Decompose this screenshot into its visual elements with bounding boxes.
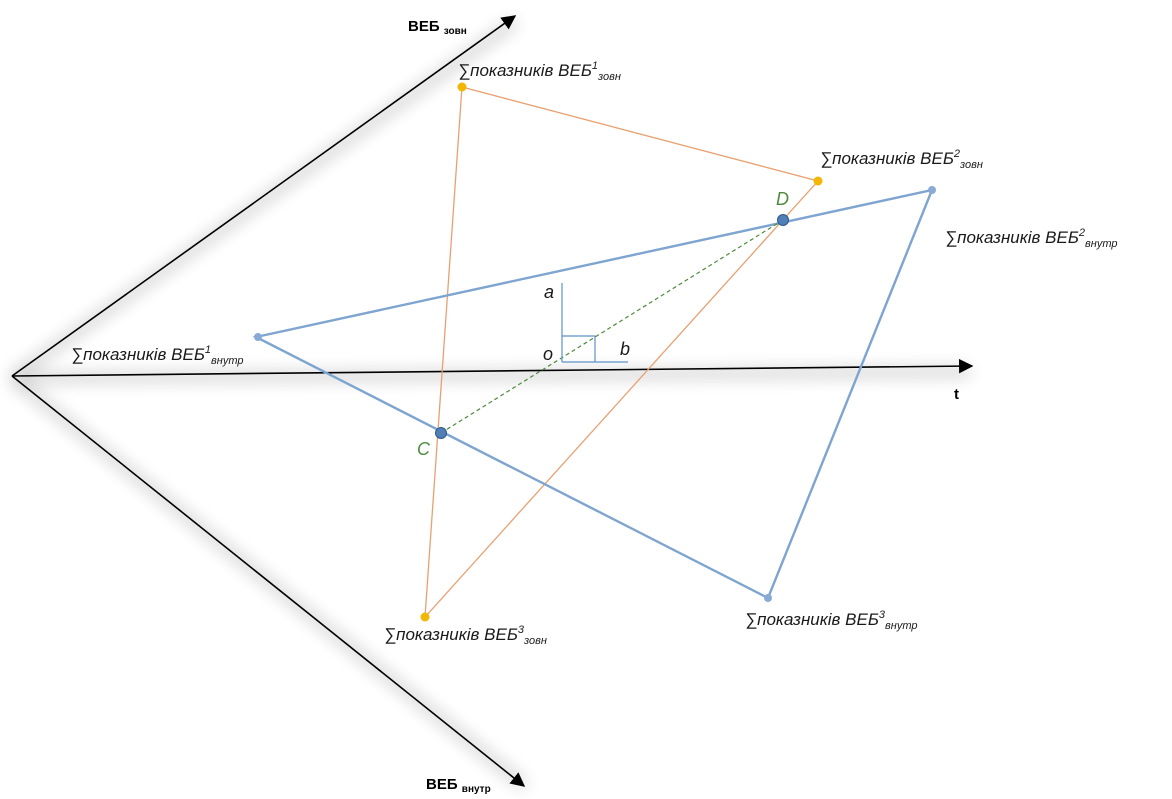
ext-triangle — [424, 86, 820, 619]
intersection-d-label: D — [776, 189, 789, 209]
int-point-3 — [764, 594, 772, 602]
ext-point-3-label: ∑показників ВЕБ3зовн — [384, 624, 547, 647]
int-triangle — [252, 188, 934, 600]
ext-point-1-label: ∑показників ВЕБ1зовн — [458, 60, 621, 83]
int-point-1-label: ∑показників ВЕБ1внутр — [71, 344, 243, 367]
int-point-3-label: ∑показників ВЕБ3внутр — [745, 609, 917, 632]
int-point-1 — [254, 333, 262, 341]
int-point-2-label: ∑показників ВЕБ2внутр — [945, 227, 1117, 250]
axis-int-label: ВЕБ внутр — [426, 776, 491, 795]
origin-o-label: o — [543, 344, 553, 364]
vector-b-label: b — [620, 339, 630, 359]
axis-time-label: t — [954, 386, 959, 403]
vector-a-label: a — [544, 282, 554, 302]
axis-ext-label: ВЕБ зовн — [408, 18, 467, 37]
ext-point-1 — [457, 82, 467, 92]
axis-shadows — [8, 17, 971, 790]
cd-dashed-line — [440, 219, 784, 434]
intersection-c — [435, 427, 447, 439]
axis-time — [11, 358, 974, 377]
axis-int — [11, 375, 526, 787]
vector-construction — [561, 283, 628, 363]
intersection-c-label: C — [417, 439, 431, 459]
ext-point-2 — [813, 176, 823, 186]
axis-ext — [11, 15, 517, 377]
intersection-d — [777, 214, 789, 226]
ext-point-2-label: ∑показників ВЕБ2зовн — [820, 148, 983, 171]
ext-point-3 — [420, 612, 430, 622]
int-point-2 — [928, 186, 936, 194]
